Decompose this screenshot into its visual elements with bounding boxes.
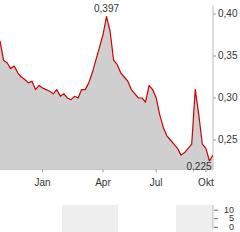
- x-tick-label: Okt: [198, 177, 214, 188]
- y-axis-line: [213, 6, 214, 170]
- y-tick: [214, 210, 218, 211]
- y-tick-label: 0,30: [218, 92, 238, 103]
- y-tick: [214, 218, 218, 219]
- y-tick: [213, 98, 216, 99]
- period-band: [176, 205, 213, 232]
- plot-area: [0, 17, 213, 170]
- period-band: [62, 205, 118, 232]
- y-tick-label: 0: [229, 222, 234, 232]
- chart: 0,25 0,30 0,35 0,40 Jan Apr Jul Okt 0,397 0,225 05…: [0, 0, 240, 232]
- x-tick: [42, 169, 43, 172]
- annotation: 0,397: [94, 3, 119, 14]
- annotation: 0,225: [186, 161, 211, 172]
- y-axis-line: [213, 205, 214, 229]
- x-tick: [156, 169, 157, 172]
- price-line: [0, 17, 213, 161]
- y-tick: [213, 14, 216, 15]
- x-tick-label: Jan: [35, 177, 51, 188]
- x-tick: [102, 169, 103, 172]
- x-tick-label: Jul: [150, 177, 163, 188]
- y-tick-label: 0,25: [218, 134, 238, 145]
- y-tick: [213, 140, 216, 141]
- y-tick-label: 0,40: [218, 8, 238, 19]
- y-tick-label: 10: [224, 205, 234, 215]
- y-tick-label: 5: [229, 213, 234, 223]
- y-tick: [213, 56, 216, 57]
- x-tick-label: Apr: [95, 177, 111, 188]
- y-tick: [214, 227, 218, 228]
- price-area: [0, 17, 213, 170]
- y-tick-label: 0,35: [218, 50, 238, 61]
